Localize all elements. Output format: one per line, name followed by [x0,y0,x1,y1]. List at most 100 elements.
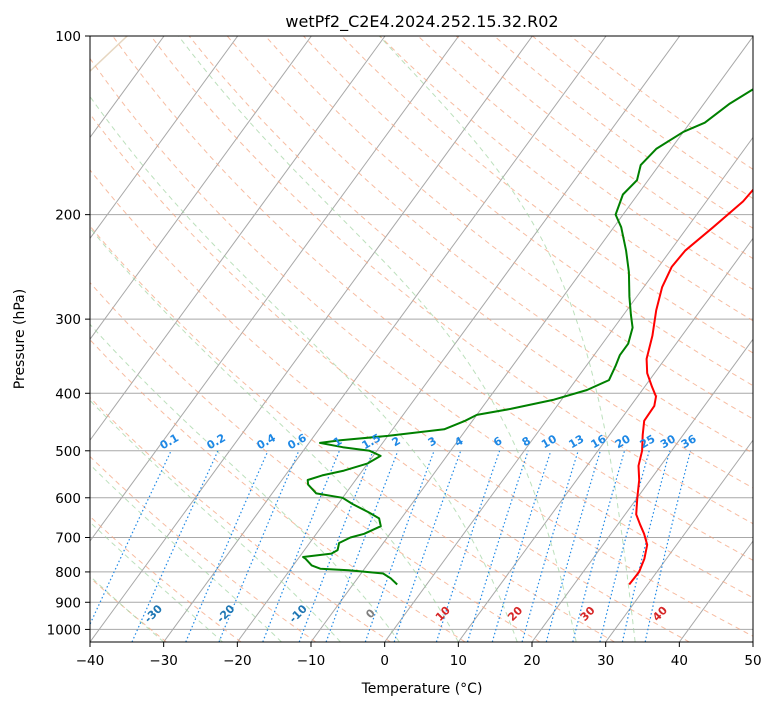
dry-adiabat-label: 30 [578,604,598,624]
mixing-ratio-label: 13 [567,432,587,451]
temperature-profile [628,188,753,586]
mixing-ratio-line [572,450,626,642]
mixing-ratio-label: 0.4 [255,431,279,452]
dry-adiabat-line [493,36,753,229]
dry-adiabat-line [188,36,753,489]
isotherm-line [163,36,607,642]
dry-adiabat-line [112,36,753,561]
mixing-ratio-line [325,450,399,642]
dry-adiabat-line [90,225,615,642]
mixing-ratio-label: 0.2 [205,431,228,452]
moist-adiabat-line [178,36,577,642]
y-axis-label: Pressure (hPa) [12,289,28,389]
isotherm-line [531,338,753,642]
mixing-ratio-line [185,450,269,642]
dry-adiabat-line [417,36,753,291]
dry-adiabat-label: -50 [0,602,21,625]
mixing-ratio-line [491,450,552,642]
dry-adiabat-line [303,36,753,387]
dry-adiabat-label: -30 [142,602,165,625]
x-tick-label: −40 [76,653,105,669]
y-tick-label: 1000 [47,622,81,638]
x-tick-label: 20 [523,653,540,669]
isotherm-line [457,237,753,642]
moist-adiabat-line [90,95,518,642]
moist-adiabat-line [90,463,282,642]
dry-adiabat-line [379,36,753,322]
moist-adiabat-line [90,521,223,642]
isotherm-line [90,36,239,240]
x-tick-label: 50 [744,653,761,669]
mixing-ratio-line [393,450,462,642]
mixing-ratio-line [298,450,374,642]
dry-adiabat-line [90,169,690,642]
x-tick-label: 0 [380,653,389,669]
y-tick-label: 400 [55,386,81,402]
isotherm-line [236,36,681,642]
dry-adiabat-line [90,455,317,642]
mixing-ratio-line [599,450,650,642]
x-tick-label: 10 [450,653,467,669]
mixing-ratio-line [644,450,692,642]
mixing-ratio-label: 30 [658,432,678,451]
x-tick-label: −30 [149,653,178,669]
dewpoint-profile [302,88,753,586]
dry-adiabat-line [455,36,753,260]
dry-adiabat-line [90,396,391,642]
y-tick-label: 300 [55,312,81,328]
isotherm-line [384,136,753,642]
mixing-ratio-label: 20 [613,432,633,451]
mixing-ratio-line [466,450,529,642]
dry-adiabat-line [90,57,753,599]
mixing-ratio-label: 36 [679,432,699,451]
y-tick-label: 500 [55,444,81,460]
dry-adiabat-line [341,36,753,354]
x-tick-label: −10 [297,653,326,669]
mixing-ratio-label: 6 [491,434,504,449]
y-tick-label: 200 [55,208,81,224]
moist-adiabat-line [90,575,165,642]
y-tick-label: 700 [55,531,81,547]
y-tick-label: 900 [55,595,81,611]
y-tick-label: 600 [55,491,81,507]
x-tick-label: 40 [671,653,688,669]
mixing-ratio-line [262,450,340,642]
isotherm-line [752,641,753,642]
dry-adiabat-line [90,113,753,637]
mixing-ratio-line [545,450,601,642]
y-tick-label: 800 [55,565,81,581]
dry-adiabat-line [265,36,753,420]
isotherm-line [90,36,460,542]
mixing-ratio-line [364,450,435,642]
isotherm-line [310,36,753,642]
mixing-ratio-line [621,450,671,642]
chart-title: wetPf2_C2E4.2024.252.15.32.R02 [285,12,558,32]
x-tick-label: −20 [223,653,252,669]
mixing-ratio-line [435,450,501,642]
mixing-ratio-label: 2 [390,434,403,449]
mixing-ratio-label: 10 [539,432,559,451]
y-tick-label: 100 [55,29,81,45]
dry-adiabat-label: 20 [505,604,525,624]
dry-adiabat-line [150,36,753,525]
mixing-ratio-label: 25 [638,432,658,451]
dry-adiabat-label: 0 [363,606,378,621]
mixing-ratio-label: 3 [426,434,439,449]
mixing-ratio-line [218,450,300,642]
mixing-ratio-label: 4 [452,434,465,449]
moist-adiabat-line [90,227,459,642]
dry-adiabat-line [570,36,753,170]
isotherm-line [90,36,386,442]
moist-adiabat-line [90,399,341,642]
plot-frame [89,35,754,643]
dry-adiabat-label: 10 [433,604,453,624]
mixing-ratio-line [521,450,579,642]
moist-adiabat-line [90,323,400,642]
isotherm-line [90,36,533,642]
dry-adiabat-line [532,36,753,200]
moist-adiabat-line [378,36,636,642]
isotherm-line [605,439,753,642]
mixing-ratio-label: 0.1 [158,431,181,452]
